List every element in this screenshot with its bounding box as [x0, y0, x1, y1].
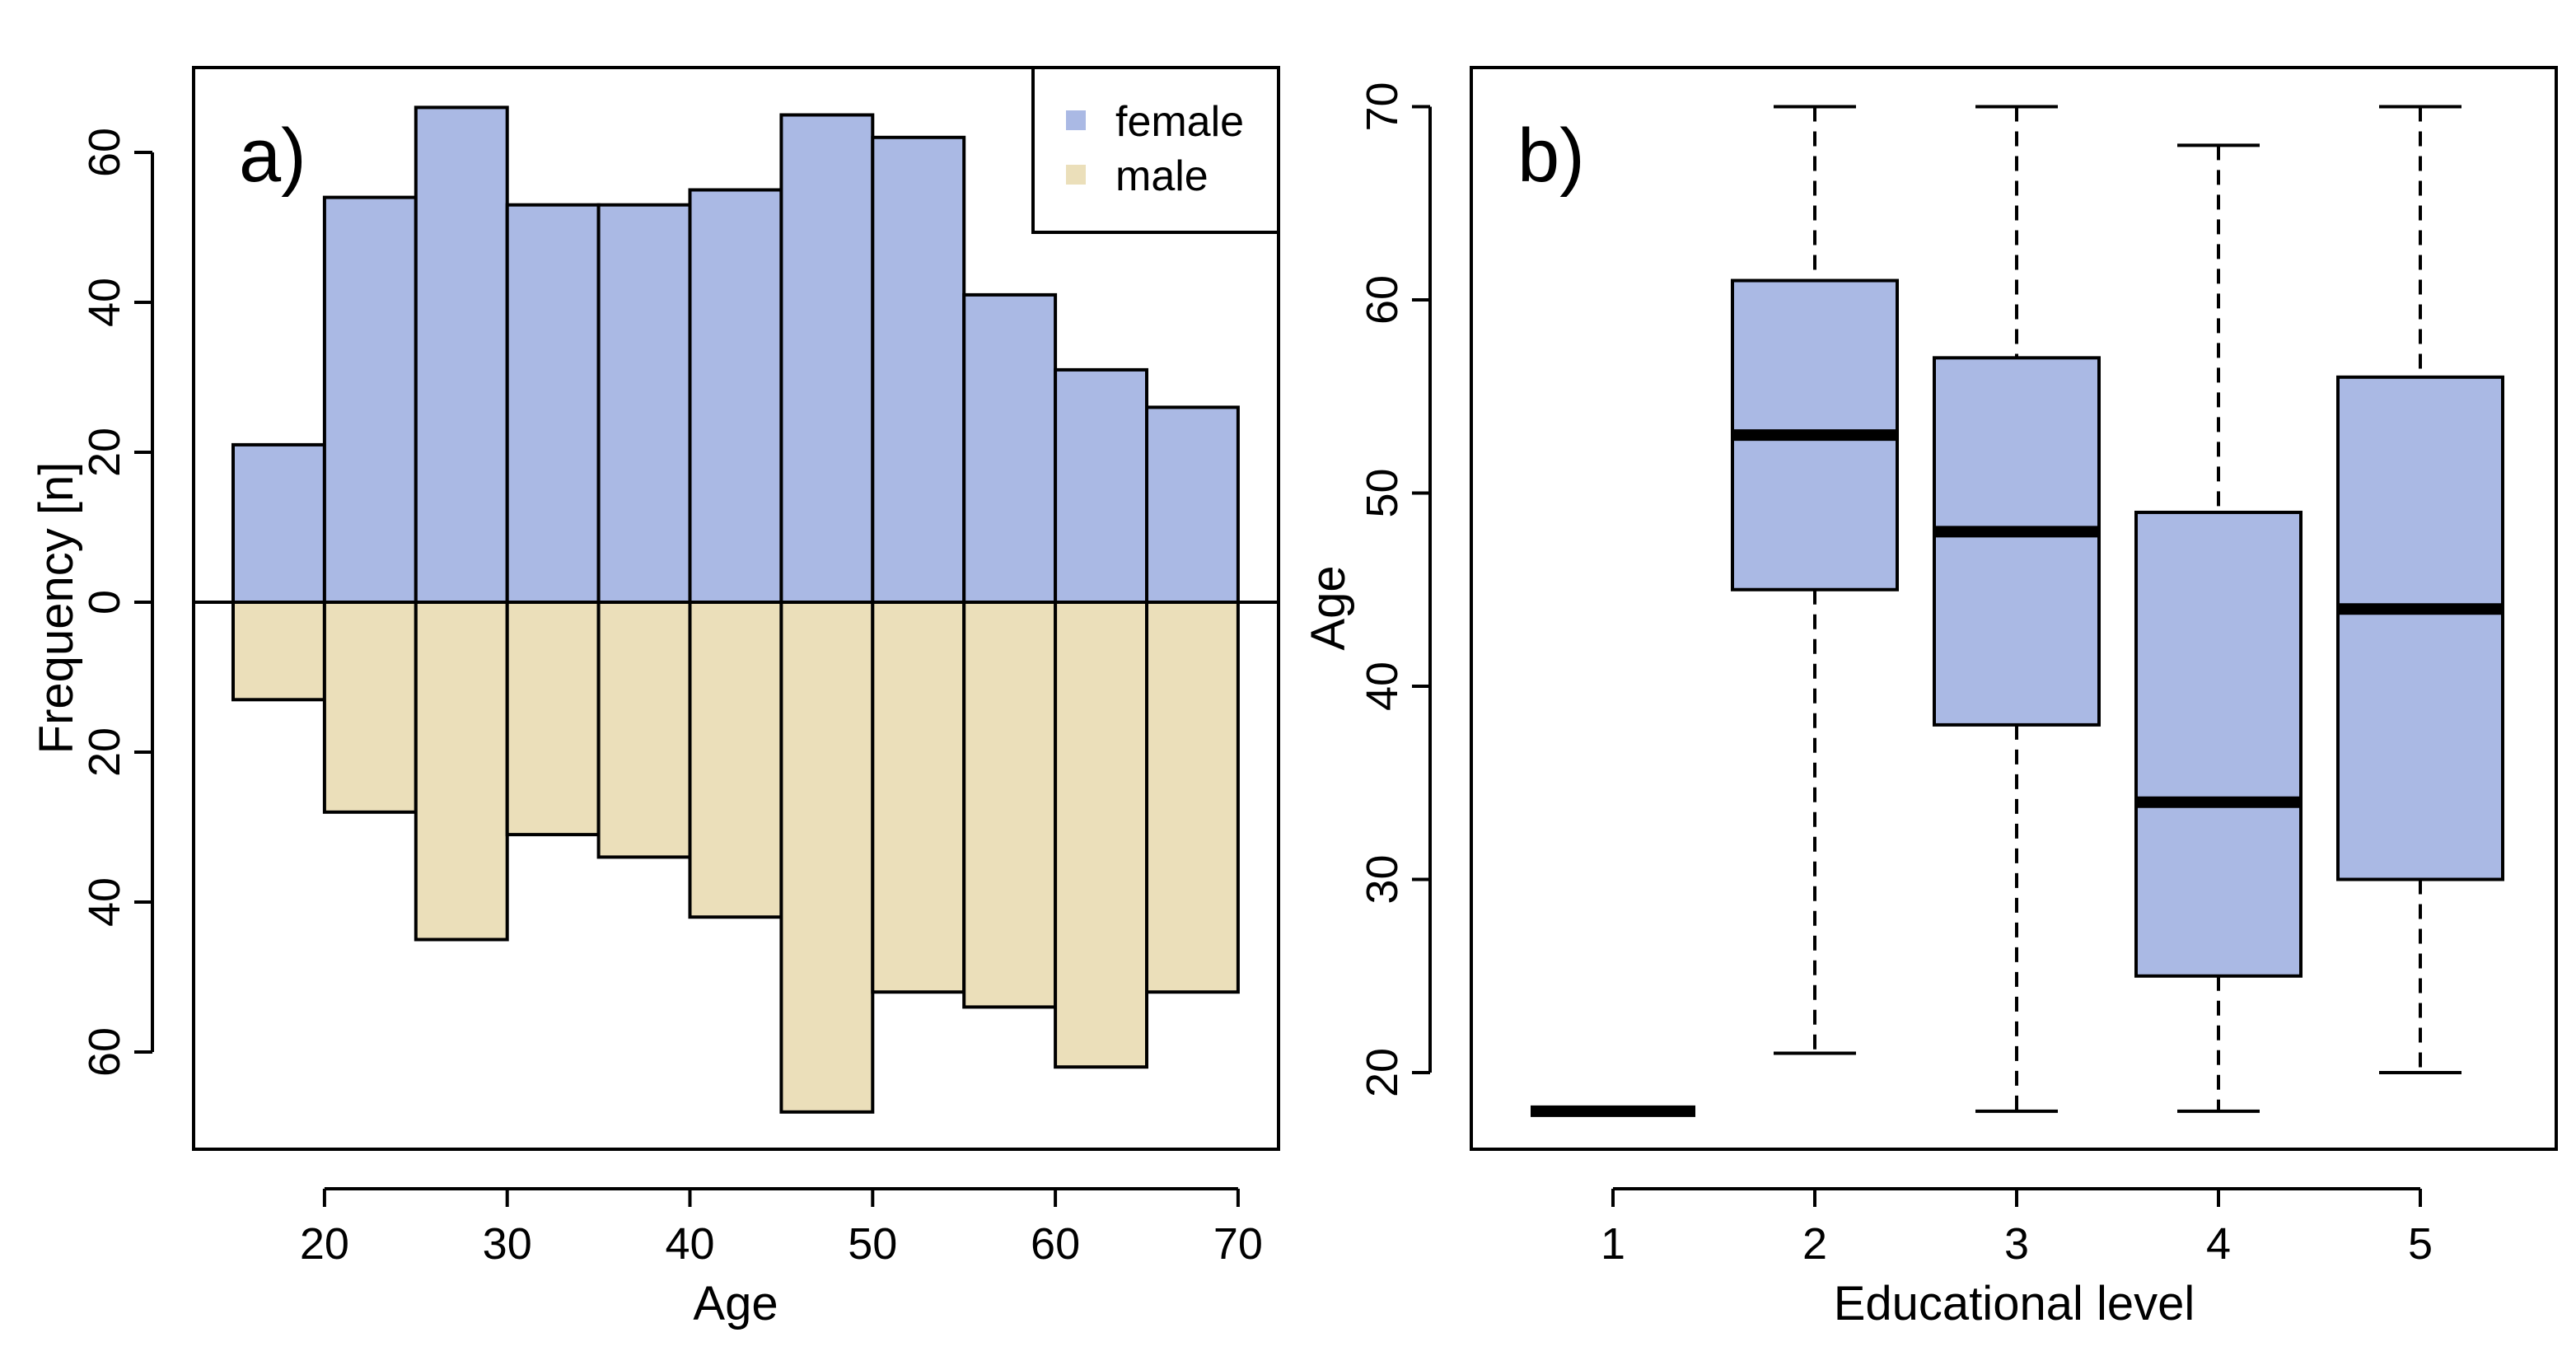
- legend-label-male: male: [1115, 152, 1209, 200]
- bar-female: [871, 135, 966, 605]
- boxplot-y-axis: 20 30 40 50 60 70: [1358, 82, 1432, 1097]
- y-tick-label: 50: [1358, 468, 1407, 517]
- x-tick-label: 70: [1213, 1219, 1263, 1269]
- x-tick-label: 4: [2206, 1219, 2231, 1269]
- iqr-box: [2336, 375, 2504, 881]
- boxplot-plot-frame: [1470, 66, 2558, 1151]
- box-level-4: [2134, 143, 2303, 1113]
- histogram-x-axis: 20 30 40 50 60 70: [300, 1187, 1263, 1269]
- bar-male: [414, 601, 509, 942]
- bar-female: [779, 113, 875, 604]
- bar-male: [962, 601, 1058, 1009]
- histogram-plot-frame: [192, 66, 1280, 1151]
- legend-frame: [1031, 66, 1280, 234]
- boxplot-x-axis-title: Educational level: [1834, 1277, 2195, 1330]
- iqr-box: [2134, 510, 2303, 978]
- bar-male: [871, 601, 966, 994]
- y-tick-label: 70: [1358, 82, 1407, 131]
- x-tick-label: 3: [2004, 1219, 2029, 1269]
- legend-swatch-male: [1066, 165, 1086, 185]
- box-level-2: [1731, 105, 1899, 1055]
- x-tick-label: 30: [483, 1219, 532, 1269]
- bar-male: [779, 601, 875, 1114]
- bar-male: [505, 601, 601, 837]
- bar-female: [688, 188, 783, 604]
- box-level-5: [2336, 105, 2504, 1074]
- boxplot-x-axis: 1 2 3 4 5: [1601, 1187, 2433, 1269]
- bar-female: [505, 203, 601, 604]
- bar-male: [688, 601, 783, 919]
- histogram-bars: [231, 105, 1240, 1114]
- iqr-box: [1933, 356, 2101, 727]
- y-tick-label: 0: [80, 590, 129, 615]
- bar-female: [1145, 405, 1240, 604]
- y-tick-label: 40: [80, 278, 129, 327]
- bar-male: [322, 601, 418, 814]
- boxplot-boxes: [1531, 105, 2504, 1117]
- boxplot-panel-label: b): [1517, 114, 1585, 198]
- bar-female: [322, 195, 418, 604]
- bar-male: [596, 601, 692, 859]
- box-level-3: [1933, 105, 2101, 1113]
- bar-female: [962, 292, 1058, 604]
- y-tick-label: 40: [80, 877, 129, 927]
- y-tick-label: 60: [80, 1027, 129, 1077]
- y-tick-label: 60: [1358, 275, 1407, 325]
- legend-swatch-female: [1066, 110, 1086, 130]
- x-tick-label: 1: [1601, 1219, 1625, 1269]
- y-tick-label: 20: [80, 727, 129, 777]
- bar-male: [1145, 601, 1240, 994]
- histogram-panel-label: a): [239, 114, 306, 198]
- bar-male: [1054, 601, 1148, 1069]
- boxplot-y-axis-title: Age: [1302, 565, 1355, 650]
- x-tick-label: 50: [848, 1219, 897, 1269]
- bar-female: [1054, 367, 1148, 604]
- bar-male: [231, 601, 326, 702]
- y-tick-label: 30: [1358, 854, 1407, 904]
- x-tick-label: 20: [300, 1219, 349, 1269]
- y-tick-label: 20: [80, 428, 129, 477]
- bar-female: [414, 105, 509, 604]
- y-tick-label: 40: [1358, 662, 1407, 711]
- y-tick-label: 20: [1358, 1048, 1407, 1097]
- x-tick-label: 40: [665, 1219, 714, 1269]
- bar-female: [231, 442, 326, 605]
- histogram-y-axis: 60 40 20 0 20 40 60: [80, 128, 154, 1077]
- x-tick-label: 5: [2408, 1219, 2433, 1269]
- histogram-y-axis-title: Frequency [n]: [30, 462, 83, 755]
- histogram-x-axis-title: Age: [693, 1277, 778, 1330]
- y-tick-label: 60: [80, 128, 129, 177]
- x-tick-label: 60: [1031, 1219, 1080, 1269]
- x-tick-label: 2: [1802, 1219, 1827, 1269]
- bar-female: [596, 203, 692, 604]
- histogram-panel: 20 30 40 50 60 70 60 40 20 0 20 40 60 a) Age Freque…: [30, 66, 1280, 1330]
- histogram-legend: female male: [1031, 66, 1280, 234]
- legend-label-female: female: [1115, 98, 1244, 146]
